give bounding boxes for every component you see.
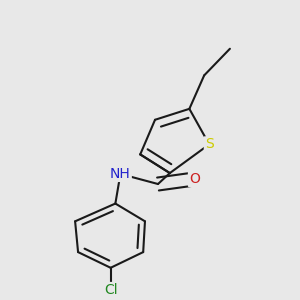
Text: NH: NH <box>110 167 131 181</box>
Text: O: O <box>189 172 200 186</box>
Text: S: S <box>205 137 214 152</box>
Text: Cl: Cl <box>104 283 117 297</box>
